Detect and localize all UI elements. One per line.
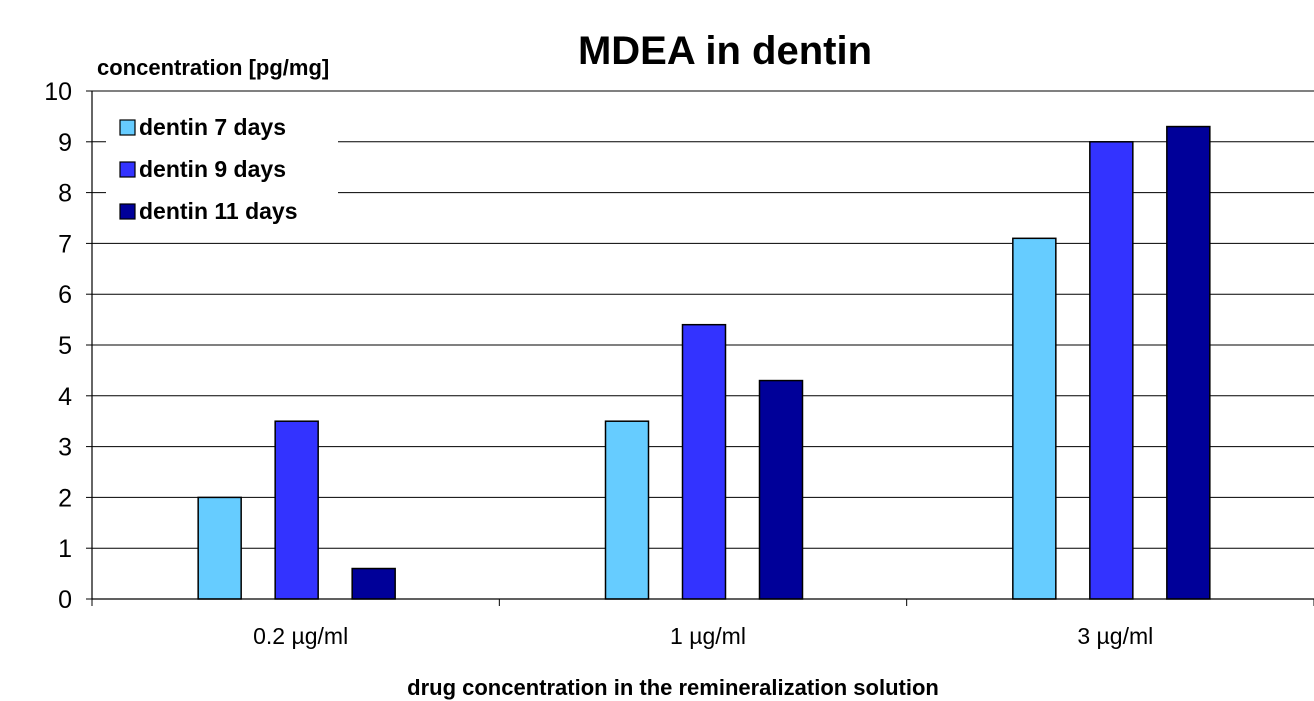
legend-label: dentin 7 days bbox=[139, 114, 286, 140]
bar-dentin-11-days bbox=[1166, 125, 1211, 600]
y-tick-label: 3 bbox=[58, 434, 72, 462]
legend-box bbox=[106, 108, 338, 233]
y-tick-label: 6 bbox=[58, 281, 72, 309]
bar-dentin-11-days bbox=[758, 379, 804, 600]
y-tick-label: 2 bbox=[58, 484, 72, 512]
bar-dentin-9-days bbox=[274, 420, 319, 600]
y-tick-labels: 0 1 2 3 4 5 6 7 8 9 10 bbox=[44, 78, 72, 614]
x-category-labels: 0.2 µg/ml 1 µg/ml 3 µg/ml bbox=[253, 623, 1153, 649]
legend: dentin 7 days dentin 9 days dentin 11 days bbox=[106, 108, 338, 233]
bar-dentin-9-days bbox=[1089, 141, 1134, 600]
y-tick-label: 10 bbox=[44, 78, 72, 106]
y-tick-label: 5 bbox=[58, 332, 72, 360]
y-tick-label: 1 bbox=[58, 535, 72, 563]
y-tick-label: 8 bbox=[58, 180, 72, 208]
x-category-label: 3 µg/ml bbox=[1077, 623, 1153, 649]
bar-dentin-9-days bbox=[681, 323, 727, 600]
legend-label: dentin 9 days bbox=[139, 156, 286, 182]
y-axis-label: concentration [pg/mg] bbox=[97, 55, 329, 80]
y-tick-label: 4 bbox=[58, 383, 72, 411]
bar-dentin-7-days bbox=[197, 496, 242, 600]
y-tick-label: 0 bbox=[58, 586, 72, 614]
legend-label: dentin 11 days bbox=[139, 198, 298, 224]
legend-swatch bbox=[119, 119, 136, 136]
bar-dentin-7-days bbox=[1012, 237, 1057, 600]
bars bbox=[197, 125, 1211, 600]
bar-dentin-7-days bbox=[604, 420, 650, 600]
axes bbox=[86, 90, 1314, 606]
legend-swatch bbox=[119, 161, 136, 178]
x-category-label: 1 µg/ml bbox=[670, 623, 746, 649]
y-tick-label: 7 bbox=[58, 230, 72, 258]
legend-swatch bbox=[119, 203, 136, 220]
y-tick-label: 9 bbox=[58, 129, 72, 157]
bar-dentin-11-days bbox=[351, 567, 396, 600]
chart-title: MDEA in dentin bbox=[578, 29, 872, 73]
x-category-label: 0.2 µg/ml bbox=[253, 623, 348, 649]
x-axis-label: drug concentration in the remineralizati… bbox=[407, 675, 939, 700]
